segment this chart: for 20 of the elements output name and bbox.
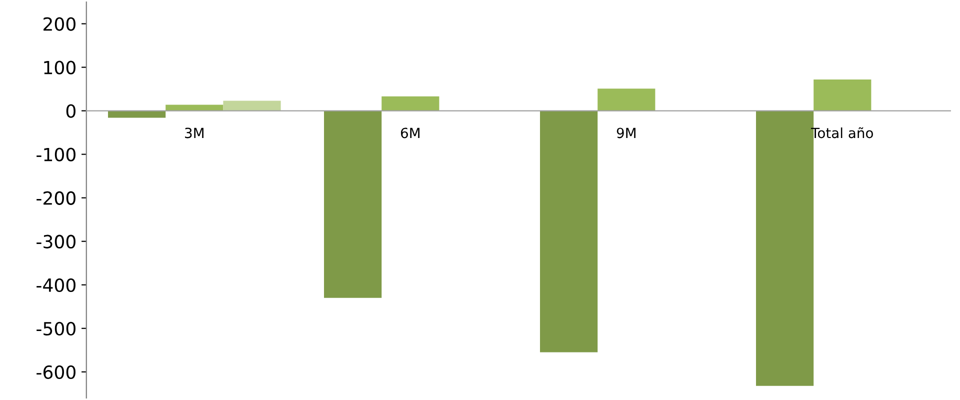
x-tick-label: 3M: [185, 128, 204, 138]
bar: [223, 100, 281, 111]
bar: [540, 110, 598, 352]
y-tick-label: 200: [44, 17, 76, 31]
y-tick-label: -400: [36, 278, 76, 292]
bar: [382, 96, 440, 111]
y-tick-label: -600: [36, 365, 76, 380]
x-tick-label: 9M: [616, 128, 636, 138]
bar: [598, 88, 656, 111]
y-tick-label: -500: [36, 322, 76, 336]
y-tick-label: 100: [44, 60, 76, 74]
y-tick-label: -200: [36, 191, 76, 205]
bar: [108, 110, 166, 118]
y-tick-label: -100: [36, 148, 76, 162]
bar: [324, 110, 382, 298]
bar: [814, 79, 872, 111]
y-tick-label: 0: [66, 104, 76, 118]
x-tick-label: 6M: [400, 128, 420, 138]
y-tick-label: -300: [36, 234, 76, 248]
bar: [166, 104, 224, 111]
